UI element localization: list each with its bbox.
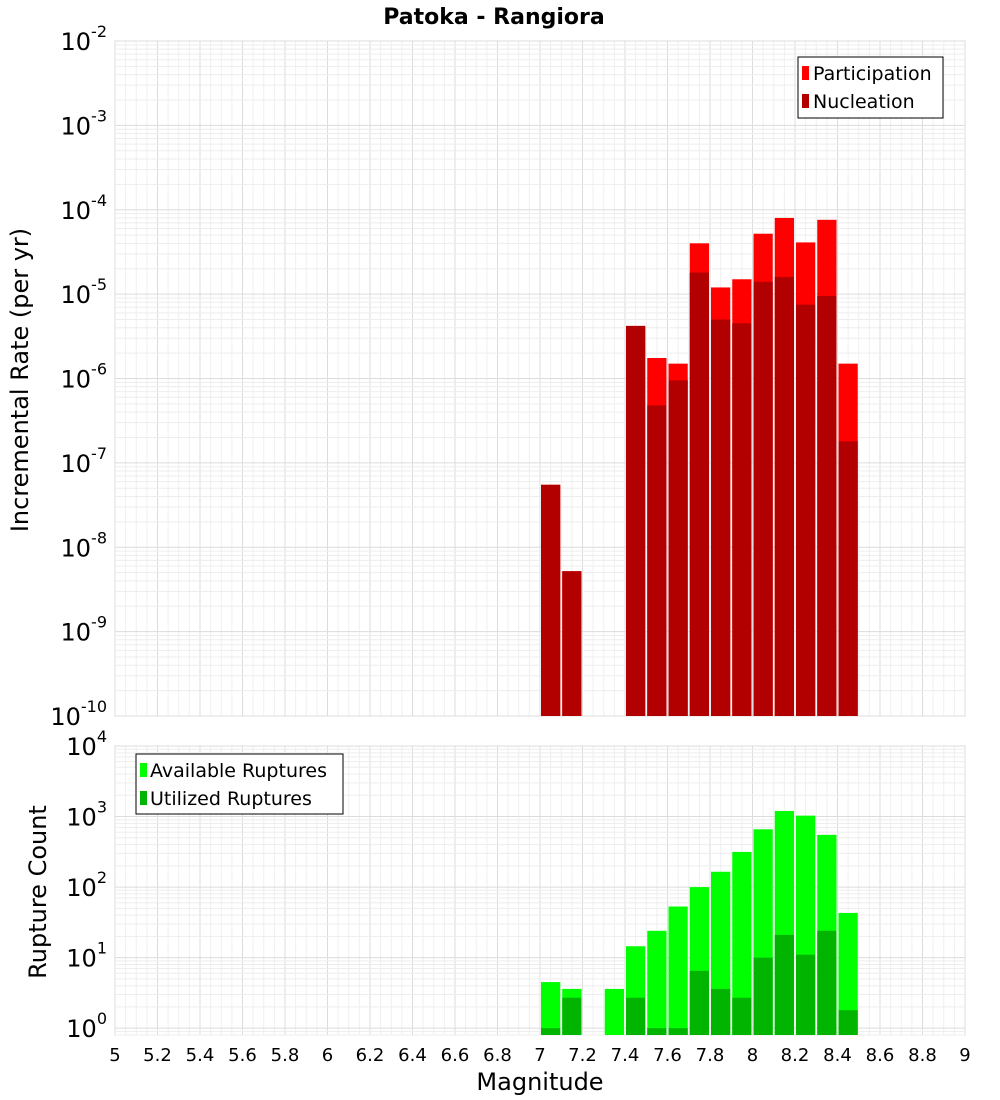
bottom-bar-available-ruptures [647,930,667,1035]
x-tick-label: 5.6 [228,1045,257,1066]
bottom-bar-utilized-ruptures [774,934,794,1035]
top-bar-nucleation [817,296,837,716]
top-y-tick-label: 10-7 [61,444,108,478]
legend-swatch-available [140,763,147,777]
bottom-bar-utilized-ruptures [689,970,709,1035]
bottom-bar-available-ruptures [668,906,688,1035]
bottom-y-tick-label: 102 [66,868,107,902]
bottom-bar-utilized-ruptures [817,930,837,1035]
x-tick-labels: 5 5.2 5.4 5.6 5.8 6 6.2 6.4 6.6 6.8 7 7.2 7.4 7.6 7.8 8… [109,1045,970,1066]
top-panel: 10-10 10-9 10-8 10-7 10-6 10-5 10-4 10-3 10-2 In… [6,22,966,731]
top-y-tick-label: 10-5 [61,275,108,309]
bottom-bar-utilized-ruptures [711,988,731,1035]
x-tick-label: 5.2 [143,1045,172,1066]
legend-swatch-nucleation [802,94,809,108]
legend-label-nucleation: Nucleation [813,91,915,113]
legend-label-participation: Participation [813,63,932,85]
top-bar-nucleation [562,571,582,716]
bottom-y-tick-label: 103 [66,798,107,832]
top-legend-box [797,56,944,119]
bottom-bar-utilized-ruptures [753,957,773,1035]
bottom-bar-utilized-ruptures [562,997,582,1035]
top-bar-nucleation [732,323,752,716]
legend-label-utilized: Utilized Ruptures [150,788,312,810]
top-bar-nucleation [753,281,773,716]
top-y-tick-label: 10-2 [61,22,108,56]
x-tick-label: 7.2 [568,1045,597,1066]
legend-swatch-utilized [140,791,147,805]
x-tick-label: 6.4 [398,1045,427,1066]
top-bar-nucleation [647,405,667,716]
x-tick-label: 6.2 [356,1045,385,1066]
chart-title: Patoka - Rangiora [383,5,604,30]
bottom-bar-available-ruptures [604,988,624,1035]
x-tick-label: 8.6 [866,1045,895,1066]
bottom-bar-utilized-ruptures [838,1010,858,1035]
bottom-y-axis-label: Rupture Count [24,805,52,979]
bottom-bar-utilized-ruptures [541,1028,561,1035]
bottom-bar-utilized-ruptures [732,997,752,1035]
x-tick-label: 8 [747,1045,758,1066]
x-tick-label: 7.4 [611,1045,640,1066]
top-bar-nucleation [711,319,731,716]
x-axis-label: Magnitude [476,1068,603,1096]
bottom-bar-available-ruptures [541,982,561,1035]
x-tick-label: 7.6 [653,1045,682,1066]
x-tick-label: 8.4 [823,1045,852,1066]
top-y-tick-label: 10-4 [61,191,108,225]
bottom-panel: 100 101 102 103 104 5 5.2 5.4 5.6 5.8 6 6.2 6.4 6.6 6… [24,727,971,1096]
top-y-tick-label: 10-8 [61,528,108,562]
top-y-tick-label: 10-3 [61,106,108,140]
bottom-bar-utilized-ruptures [626,997,646,1035]
top-bar-nucleation [541,484,561,716]
bottom-bars [541,810,858,1035]
bottom-legend: Available Ruptures Utilized Ruptures [135,753,344,815]
bottom-bar-utilized-ruptures [647,1028,667,1035]
bottom-y-tick-labels: 100 101 102 103 104 [66,727,107,1043]
x-tick-label: 7 [534,1045,545,1066]
bottom-bar-available-ruptures [732,851,752,1035]
top-y-tick-label: 10-6 [61,360,108,394]
top-bar-nucleation [774,276,794,716]
x-tick-label: 6 [322,1045,333,1066]
top-bar-nucleation [689,272,709,716]
top-y-tick-label: 10-10 [50,697,107,731]
bottom-bar-utilized-ruptures [796,954,816,1035]
top-legend: Participation Nucleation [797,56,944,119]
x-tick-label: 8.8 [908,1045,937,1066]
top-y-tick-labels: 10-10 10-9 10-8 10-7 10-6 10-5 10-4 10-3 10-2 [50,22,107,731]
top-y-tick-label: 10-9 [61,613,108,647]
legend-label-available: Available Ruptures [150,760,327,782]
top-bars [541,217,858,717]
bottom-bar-available-ruptures [838,912,858,1035]
x-tick-label: 6.8 [483,1045,512,1066]
bottom-y-tick-label: 101 [66,939,107,973]
bottom-bar-utilized-ruptures [668,1028,688,1035]
x-tick-label: 6.6 [441,1045,470,1066]
top-bar-nucleation [626,325,646,716]
top-gridlines [114,40,966,717]
x-tick-label: 5.8 [271,1045,300,1066]
legend-swatch-participation [802,66,809,80]
x-tick-label: 5 [109,1045,120,1066]
top-bar-nucleation [668,380,688,716]
top-bar-nucleation [796,304,816,716]
top-bar-nucleation [838,441,858,716]
x-tick-label: 5.4 [186,1045,215,1066]
bottom-legend-box [135,753,344,815]
x-tick-label: 7.8 [696,1045,725,1066]
top-y-axis-label: Incremental Rate (per yr) [6,228,34,532]
bottom-y-tick-label: 100 [66,1009,107,1043]
bottom-y-tick-label: 104 [66,727,107,761]
x-tick-label: 8.2 [781,1045,810,1066]
x-tick-label: 9 [959,1045,970,1066]
